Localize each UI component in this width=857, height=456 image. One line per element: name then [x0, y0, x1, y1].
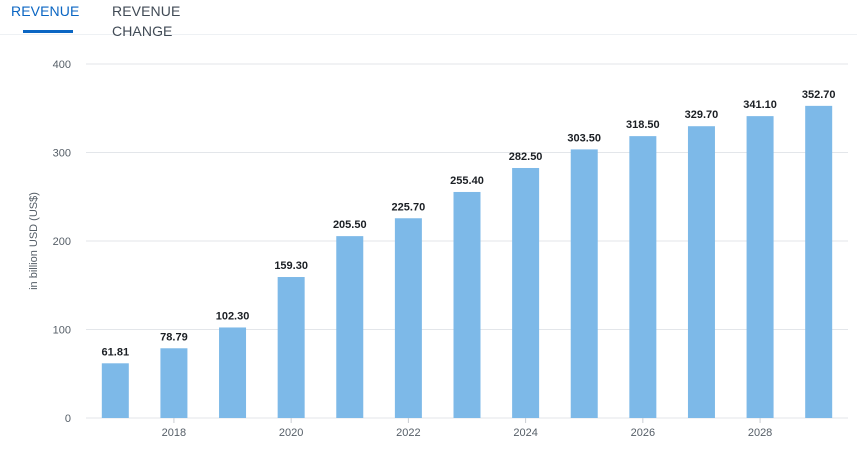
bar[interactable]	[512, 167, 540, 418]
data-label: 61.81	[102, 346, 130, 358]
x-tick-label: 2020	[279, 427, 303, 439]
data-label: 352.70	[802, 89, 836, 101]
active-tab-indicator	[23, 30, 73, 33]
y-tick-label: 400	[53, 59, 71, 71]
bar[interactable]	[629, 136, 657, 418]
data-label: 159.30	[274, 260, 308, 272]
bar[interactable]	[394, 218, 422, 418]
data-label: 303.50	[567, 132, 601, 144]
data-label: 205.50	[333, 219, 367, 231]
y-axis-ticks: 0 100 200 300 400	[53, 59, 71, 425]
tab-revenue-change-label: REVENUE CHANGE	[112, 3, 181, 39]
data-label: 341.10	[743, 99, 777, 111]
bar[interactable]	[160, 348, 188, 418]
bar[interactable]	[336, 236, 364, 418]
bar[interactable]	[805, 105, 833, 418]
x-tick-label: 2028	[748, 427, 772, 439]
bar[interactable]	[453, 191, 481, 418]
bar[interactable]	[687, 126, 715, 418]
x-axis-ticks: 2018 2020 2022 2024 2026 2028	[162, 418, 772, 439]
y-axis-title: in billion USD (US$)	[28, 192, 40, 290]
bar[interactable]	[277, 277, 305, 418]
tab-revenue[interactable]: REVENUE	[11, 1, 80, 33]
x-tick-label: 2018	[162, 427, 186, 439]
y-tick-label: 200	[53, 236, 71, 248]
data-label: 78.79	[160, 331, 188, 343]
bar[interactable]	[570, 149, 598, 418]
y-tick-label: 100	[53, 325, 71, 337]
data-label: 102.30	[216, 310, 250, 322]
x-tick-label: 2026	[631, 427, 655, 439]
data-label: 255.40	[450, 175, 484, 187]
data-label: 318.50	[626, 119, 660, 131]
tab-revenue-change[interactable]: REVENUE CHANGE	[112, 1, 242, 39]
x-tick-label: 2024	[513, 427, 537, 439]
tab-revenue-label: REVENUE	[11, 3, 80, 19]
bars	[101, 105, 833, 419]
data-labels: 61.81 78.79 102.30 159.30 205.50 225.70 255.40…	[102, 89, 836, 358]
bar[interactable]	[746, 116, 774, 419]
data-label: 329.70	[685, 109, 719, 121]
y-tick-label: 300	[53, 148, 71, 160]
data-label: 225.70	[392, 201, 426, 213]
data-label: 282.50	[509, 151, 543, 163]
bar[interactable]	[219, 327, 247, 418]
bar[interactable]	[101, 363, 129, 418]
tab-bar: REVENUE REVENUE CHANGE	[0, 0, 857, 39]
x-tick-label: 2022	[396, 427, 420, 439]
y-tick-label: 0	[65, 413, 71, 425]
